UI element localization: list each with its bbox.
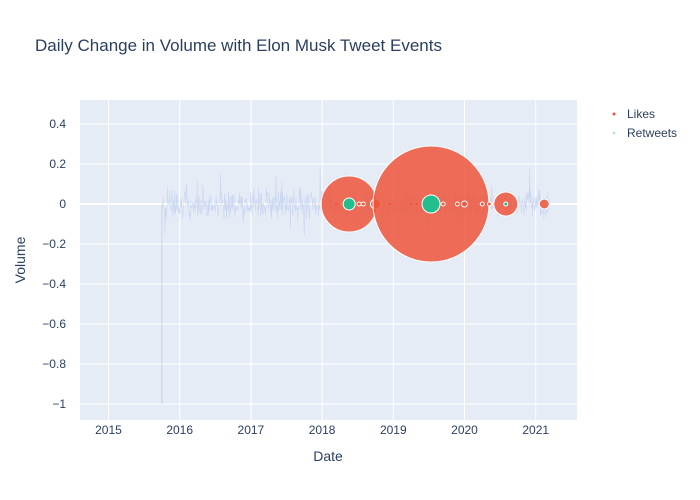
y-tick-label: 0.2 [49, 157, 66, 171]
y-axis-title: Volume [12, 236, 28, 283]
legend[interactable]: Likes Retweets [612, 107, 678, 140]
y-tick-label: −0.4 [42, 277, 66, 291]
likes-marker[interactable] [356, 201, 362, 207]
y-tick-label: 0 [59, 197, 66, 211]
y-tick-label: −0.6 [42, 317, 66, 331]
chart-title: Daily Change in Volume with Elon Musk Tw… [35, 36, 442, 55]
likes-marker[interactable] [454, 201, 460, 207]
likes-marker[interactable] [486, 201, 492, 207]
y-tick-label: −0.8 [42, 357, 66, 371]
x-tick-label: 2016 [166, 423, 193, 437]
retweets-marker[interactable] [342, 197, 356, 211]
x-tick-label: 2021 [522, 423, 549, 437]
x-tick-label: 2017 [238, 423, 265, 437]
x-tick-label: 2015 [95, 423, 122, 437]
legend-item-retweets[interactable]: Retweets [612, 126, 678, 140]
retweets-marker[interactable] [503, 201, 509, 207]
likes-marker[interactable] [360, 201, 366, 207]
legend-marker-retweets [612, 131, 616, 135]
y-tick-label: −0.2 [42, 237, 66, 251]
x-tick-label: 2019 [380, 423, 407, 437]
retweets-series [342, 194, 509, 214]
x-axis-title: Date [313, 448, 343, 464]
legend-label-likes: Likes [627, 107, 655, 121]
legend-marker-likes [612, 112, 616, 116]
plot-area [80, 100, 577, 420]
grid-lines [80, 100, 577, 420]
likes-marker[interactable] [440, 201, 446, 207]
likes-marker[interactable] [479, 201, 485, 207]
retweets-marker[interactable] [421, 194, 441, 214]
y-axis-ticks: 0.4 0.2 0 −0.2 −0.4 −0.6 −0.8 −1 [42, 117, 66, 411]
likes-marker[interactable] [317, 202, 321, 206]
y-tick-label: −1 [52, 397, 66, 411]
likes-marker[interactable] [538, 198, 550, 210]
y-tick-label: 0.4 [49, 117, 66, 131]
x-axis-ticks: 2015 2016 2017 2018 2019 2020 2021 [95, 423, 549, 437]
likes-marker[interactable] [460, 200, 468, 208]
legend-item-likes[interactable]: Likes [612, 107, 656, 121]
x-tick-label: 2018 [309, 423, 336, 437]
x-tick-label: 2020 [451, 423, 478, 437]
legend-label-retweets: Retweets [627, 126, 677, 140]
